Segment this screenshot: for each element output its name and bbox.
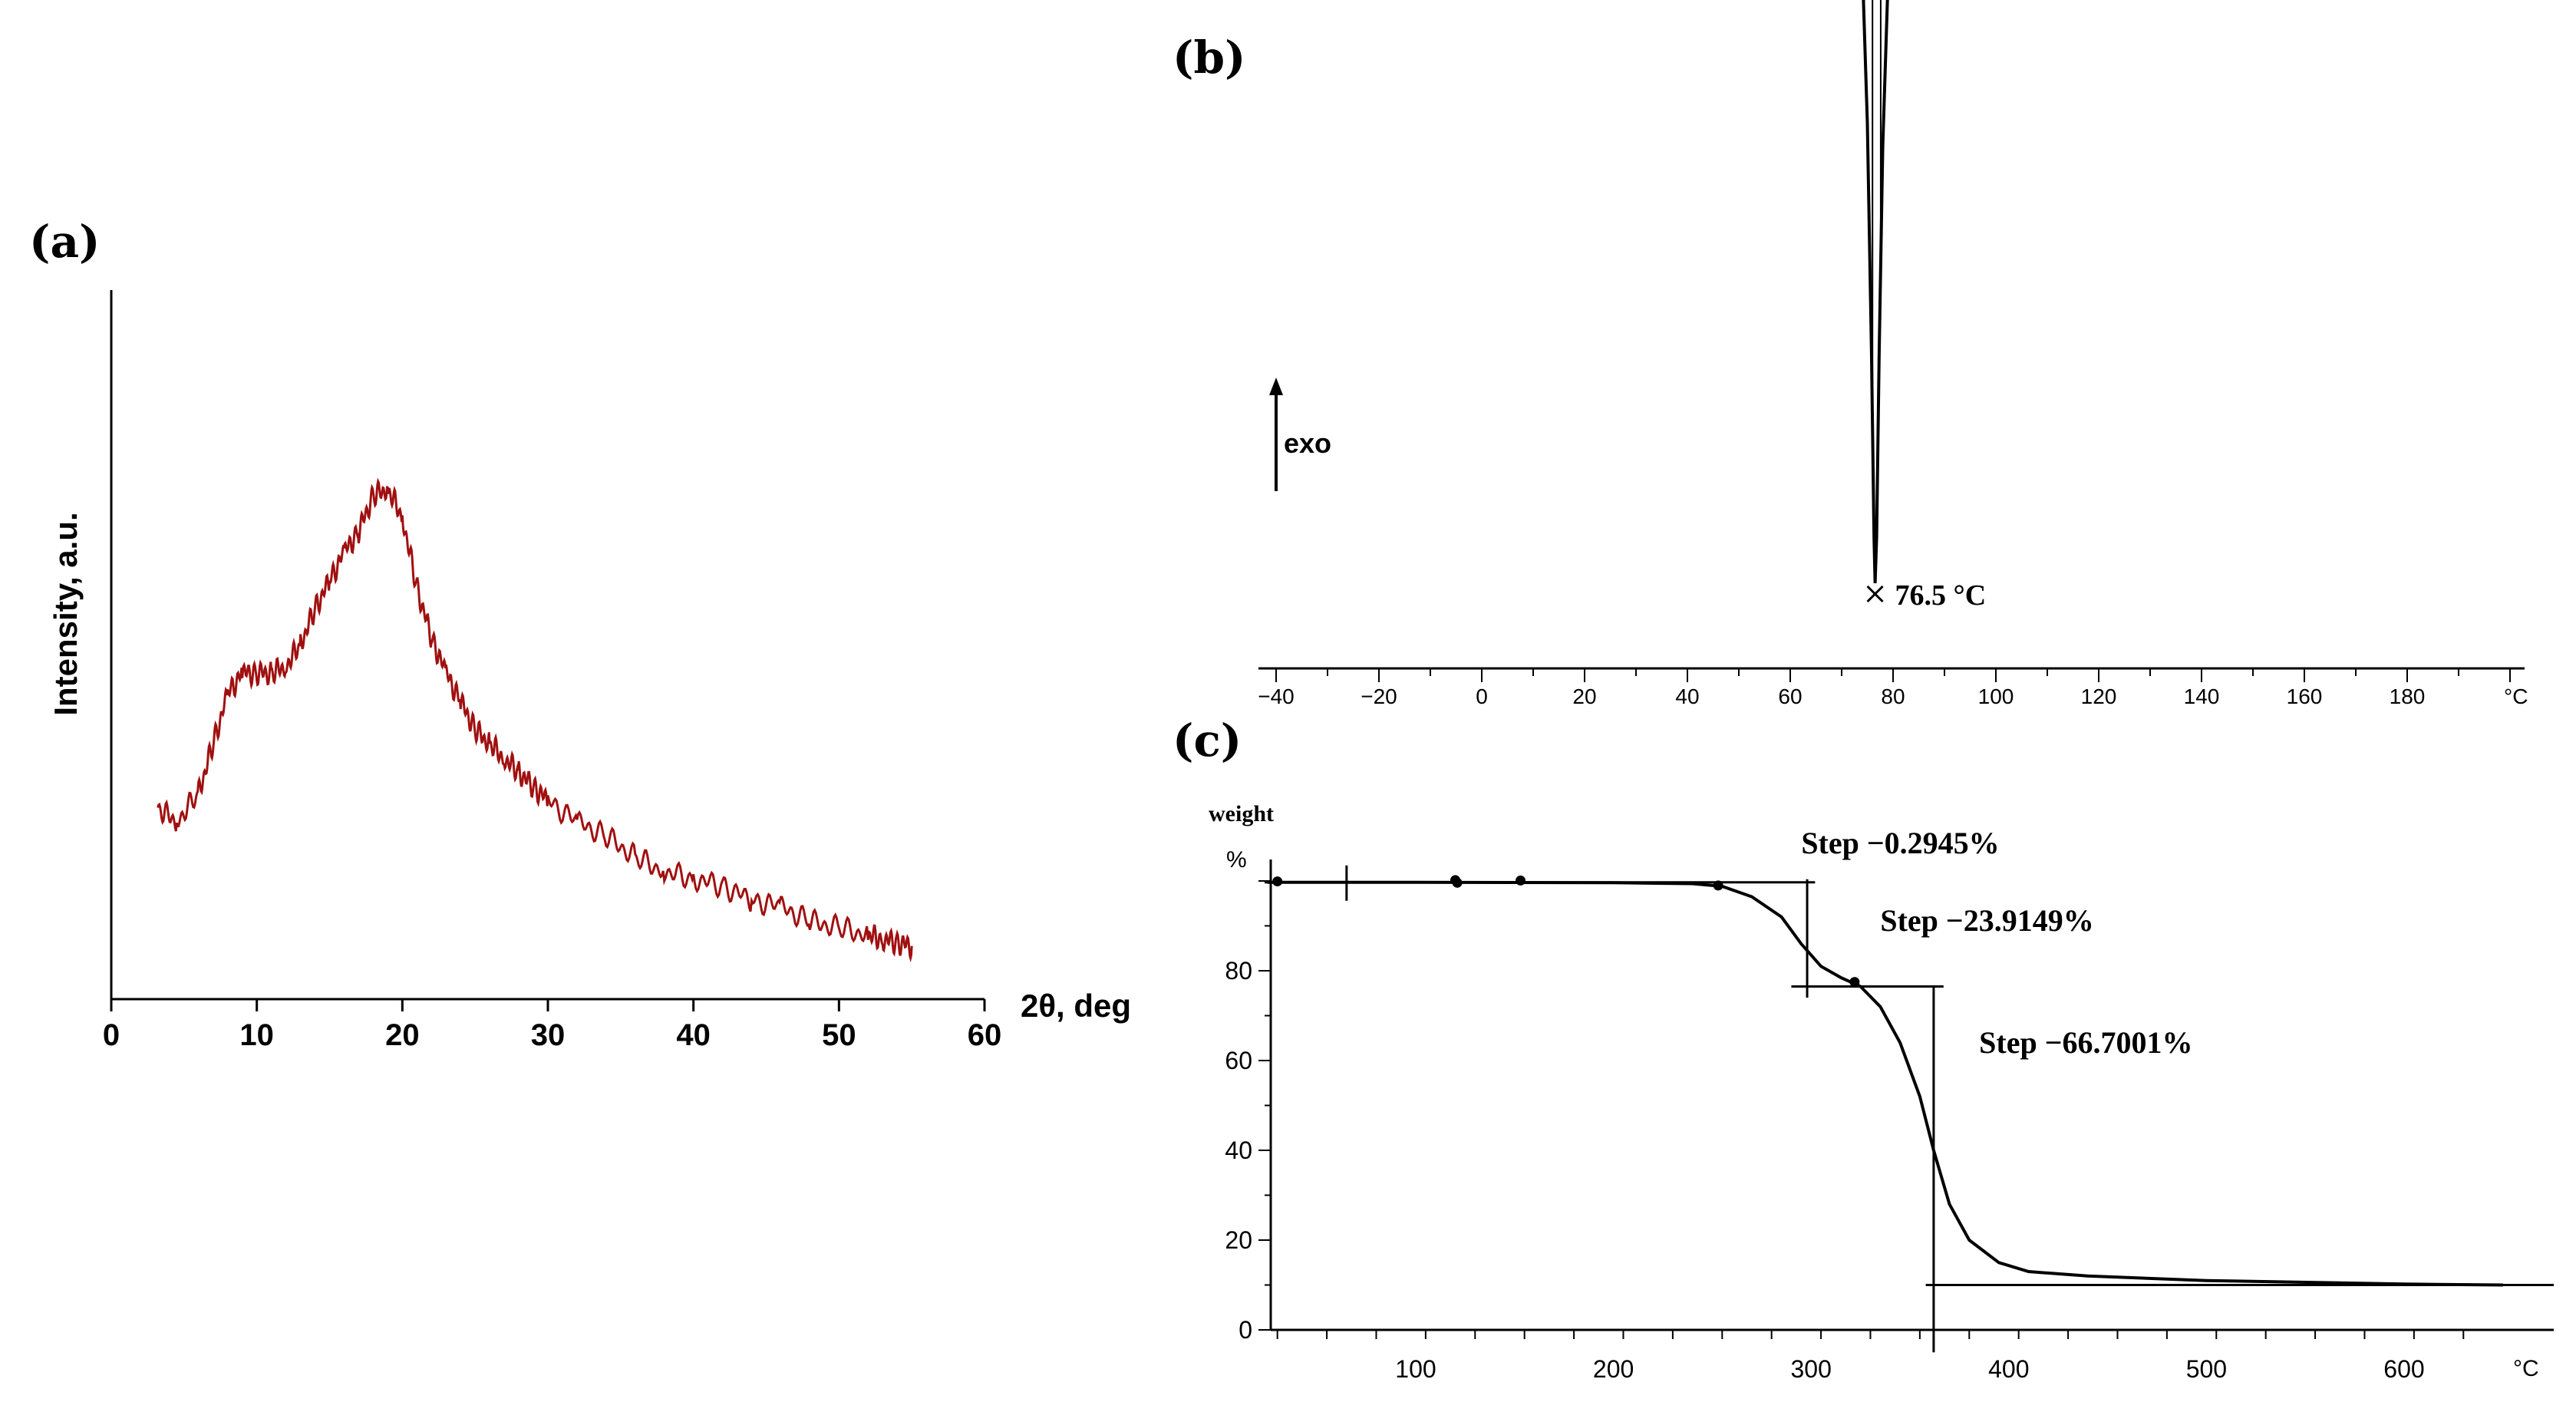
panel-c-series-line [1267,880,2503,1287]
panel-c-step-guides [1265,865,2554,1353]
panel-b-peak-cross [1866,585,1884,603]
panel-c-marker [1849,977,1860,988]
panel-c-y-tick-label: 80 [1225,957,1252,985]
panel-a-x-tick-label: 60 [968,1018,1002,1052]
panel-b-x-tick-label: 0 [1476,685,1488,708]
panel-b-x-tick-label: 100 [1978,685,2014,708]
panel-b-exo-label: exo [1284,427,1331,459]
panel-a-x-tick-label: 20 [385,1018,420,1052]
panel-b-label: (b) [1173,31,1245,84]
panel-b-series-line [1862,0,1889,584]
panel-a-x-tick-label: 10 [239,1018,274,1052]
panel-b-x-tick-label: −20 [1361,685,1397,708]
panel-b-x-tick-label: 180 [2390,685,2426,708]
panel-c-x-tick-label: 200 [1593,1355,1634,1383]
panel-c-x-tick-label: 500 [2186,1355,2227,1383]
panel-a-y-axis-label: Intensity, a.u. [48,512,84,715]
panel-a-x-axis-label: 2θ, deg [1021,988,1131,1024]
panel-b-x-tick-label: 60 [1778,685,1802,708]
panel-a-x-ticks: 0 10 20 30 40 50 60 [103,999,1001,1052]
panel-a-series-line [157,477,913,963]
panel-b-x-ticks: −40 −20 0 20 40 60 80 100 120 140 160 180 [1258,668,2511,708]
panel-c-marker [1516,875,1526,886]
panel-c: (c) weight % 0 20 40 60 80 100 200 300 400 500 60… [1173,714,2554,1383]
panel-c-step3-annotation: Step −66.7001% [1979,1025,2192,1060]
panel-c-y-axis-label: weight [1209,801,1274,826]
panel-c-marker [1713,880,1723,891]
panel-c-x-tick-label: 100 [1395,1355,1436,1383]
panel-b-peak-hatching [1863,0,1882,427]
panel-b-peak-annotation: 76.5 °C [1895,579,1987,612]
panel-b-x-tick-label: 140 [2184,685,2220,708]
panel-b-x-tick-label: 160 [2287,685,2323,708]
panel-c-markers [1272,875,1860,988]
panel-a-x-tick-label: 0 [103,1018,120,1052]
panel-b-x-unit-label: °C [2504,685,2528,708]
panel-c-y-tick-label: 20 [1225,1226,1252,1254]
panel-c-step1-annotation: Step −0.2945% [1801,826,1999,860]
panel-c-x-ticks: 100 200 300 400 500 600 [1276,1330,2465,1383]
panel-c-y-unit: % [1226,847,1247,873]
panel-b-x-tick-label: −40 [1258,685,1295,708]
panel-c-marker [1452,877,1463,888]
panel-b-x-tick-label: 40 [1675,685,1699,708]
panel-c-y-ticks: 0 20 40 60 80 [1225,880,1271,1344]
panel-c-x-tick-label: 400 [1988,1355,2029,1383]
panel-c-x-tick-label: 600 [2383,1355,2424,1383]
panel-c-label: (c) [1173,714,1242,767]
panel-a: (a) Intensity, a.u. 0 10 20 30 40 50 60 2θ, de… [29,216,1131,1052]
panel-c-y-tick-label: 60 [1225,1047,1252,1074]
panel-b: (b) exo 76.5 °C −40 −20 0 20 40 60 80 100 120 140… [1173,0,2528,708]
panel-b-peak-marker [1866,585,1884,603]
panel-a-x-tick-label: 30 [531,1018,566,1052]
panel-a-x-tick-label: 50 [822,1018,856,1052]
panel-c-y-tick-label: 40 [1225,1137,1252,1164]
panel-b-x-tick-label: 120 [2081,685,2117,708]
panel-c-step2-annotation: Step −23.9149% [1880,903,2093,938]
panel-c-x-tick-label: 300 [1791,1355,1832,1383]
panel-b-x-tick-label: 20 [1572,685,1596,708]
panel-a-x-tick-label: 40 [676,1018,711,1052]
panel-b-x-tick-label: 80 [1881,685,1905,708]
panel-c-y-tick-label: 0 [1239,1316,1252,1344]
panel-a-label: (a) [29,216,100,268]
panel-c-x-unit-label: °C [2513,1356,2539,1381]
panel-c-marker [1272,876,1283,887]
panel-b-exo-arrowhead [1269,378,1283,395]
